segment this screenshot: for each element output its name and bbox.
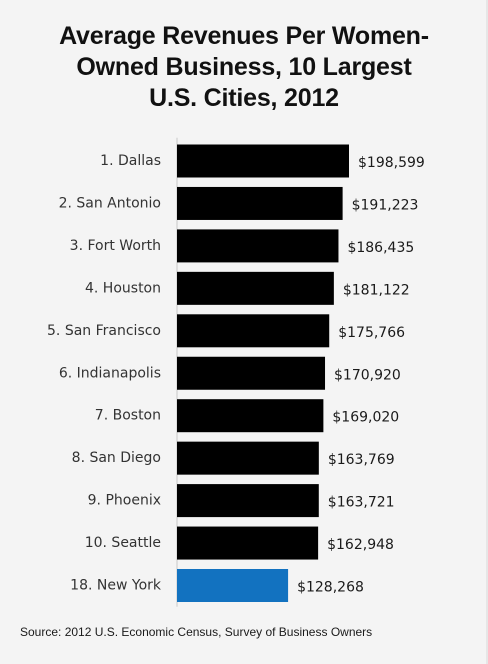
category-label: 18. New York (70, 578, 162, 594)
value-label: $186,435 (347, 240, 414, 256)
value-label: $169,020 (332, 410, 399, 426)
category-label: 5. San Francisco (47, 323, 161, 339)
bar (177, 186, 343, 220)
category-label: 3. Fort Worth (70, 238, 161, 254)
category-label: 6. Indianapolis (59, 365, 161, 381)
chart-title: Average Revenues Per Women- Owned Busine… (0, 21, 488, 114)
chart-title-line-3: U.S. Cities, 2012 (149, 84, 339, 112)
category-label: 7. Boston (95, 408, 161, 424)
value-label: $191,223 (352, 197, 419, 213)
bar-highlight (177, 569, 289, 602)
value-label: $162,948 (327, 537, 394, 553)
chart-title-line-1: Average Revenues Per Women- (59, 22, 429, 50)
bar (177, 314, 330, 348)
value-label: $163,769 (328, 452, 395, 468)
bar (177, 441, 319, 475)
value-label: $170,920 (334, 367, 401, 383)
category-label: 9. Phoenix (88, 493, 161, 509)
category-label: 1. Dallas (100, 153, 161, 169)
category-label: 10. Seattle (85, 535, 161, 551)
value-label: $175,766 (338, 325, 405, 341)
value-label: $181,122 (343, 282, 410, 298)
bar (177, 484, 319, 518)
bar (177, 399, 324, 433)
value-label: $163,721 (328, 495, 395, 511)
category-label: 8. San Diego (72, 450, 161, 466)
bar (177, 144, 349, 178)
bar (177, 526, 319, 560)
value-label: $128,268 (297, 580, 364, 596)
source-note: Source: 2012 U.S. Economic Census, Surve… (20, 625, 373, 639)
category-label: 2. San Antonio (59, 195, 161, 211)
bar (177, 271, 334, 305)
chart-title-line-2: Owned Business, 10 Largest (76, 53, 412, 81)
category-label: 4. Houston (85, 280, 161, 296)
value-label: $198,599 (358, 155, 425, 171)
bar (177, 229, 339, 263)
bar (177, 356, 326, 390)
